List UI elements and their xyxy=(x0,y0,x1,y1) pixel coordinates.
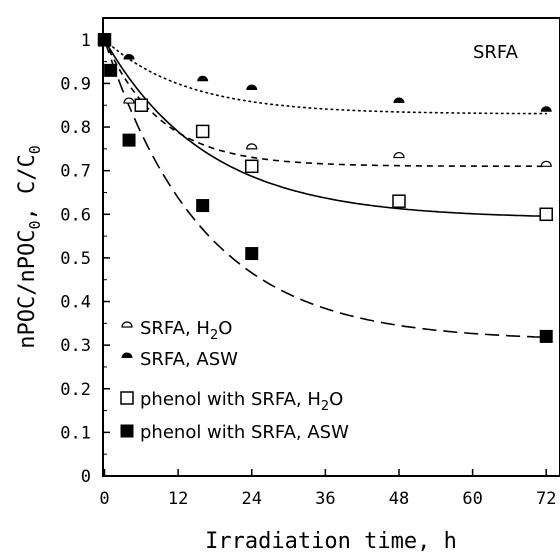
ticks: 0 12 24 36 48 60 7200.10.20.30.40.50.60.70.80.… xyxy=(60,17,556,509)
legend-entry-text: phenol with SRFA, ASW xyxy=(140,422,349,443)
legend-marker xyxy=(120,424,134,438)
legend-entry: SRFA, H2O xyxy=(140,318,232,343)
legend-entry-text: SRFA, ASW xyxy=(140,349,238,370)
legend-entry: phenol with SRFA, ASW xyxy=(140,422,349,443)
y-tick-label: 0.6 xyxy=(60,205,91,225)
y-tick-label: 0.9 xyxy=(60,74,91,94)
data-point xyxy=(540,160,552,167)
y-tick-label: 0.7 xyxy=(60,162,91,182)
data-point xyxy=(393,97,405,104)
chart-annotation: SRFA xyxy=(473,42,519,63)
legend-marker xyxy=(121,321,133,328)
legend-entry-text: SRFA, H xyxy=(140,318,210,339)
legend-entry-text: phenol with SRFA, H xyxy=(140,389,321,410)
data-point xyxy=(244,159,259,174)
data-points xyxy=(97,33,553,343)
y-tick-label: 0.1 xyxy=(60,423,91,443)
x-tick-label: 48 xyxy=(389,489,409,509)
y-tick-label: 0.5 xyxy=(60,249,91,269)
x-tick-label: 60 xyxy=(462,489,482,509)
y-axis-title: nPOC/nPOC0, C/C0 xyxy=(15,145,44,349)
data-point xyxy=(123,97,135,104)
data-point xyxy=(539,329,553,343)
y-tick-label: 0.8 xyxy=(60,118,91,138)
fit-curve-3 xyxy=(103,39,547,218)
fit-curve-4 xyxy=(103,39,547,339)
data-point xyxy=(393,152,405,159)
data-point xyxy=(539,207,553,222)
legend-entry-tail: O xyxy=(218,318,232,339)
legend-marker xyxy=(121,352,133,358)
y-tick-label: 0.4 xyxy=(60,293,91,313)
x-tick-label: 12 xyxy=(168,489,188,509)
fit-curves xyxy=(103,39,547,339)
legend-entry-sub: 2 xyxy=(210,328,218,343)
y-tick-label: 0.3 xyxy=(60,336,91,356)
fit-curve-2 xyxy=(103,39,547,115)
legend-entry-sub: 2 xyxy=(321,399,329,414)
plot-area xyxy=(102,17,560,477)
data-point xyxy=(246,143,258,150)
x-axis-title: Irradiation time, h xyxy=(205,529,457,554)
y-axis-title-sub1: 0 xyxy=(26,221,44,230)
data-point xyxy=(122,133,136,147)
data-point xyxy=(134,98,149,112)
fit-curve-1 xyxy=(103,39,547,168)
data-point xyxy=(540,106,552,112)
data-point xyxy=(392,194,406,208)
legend-marker xyxy=(120,391,134,405)
y-axis-title-sub2: 0 xyxy=(26,145,44,154)
y-tick-label: 0 xyxy=(81,467,91,487)
y-tick-label: 1 xyxy=(81,31,91,51)
y-axis-title-part2: , C/C xyxy=(15,154,40,220)
x-tick-label: 72 xyxy=(536,489,556,509)
data-point xyxy=(98,33,111,47)
data-point xyxy=(197,75,209,82)
data-point xyxy=(195,124,210,139)
y-axis-title-part1: nPOC/nPOC xyxy=(15,230,40,349)
data-point xyxy=(245,247,259,261)
y-tick-label: 0.2 xyxy=(60,380,91,400)
data-point xyxy=(196,199,210,213)
data-point xyxy=(104,63,118,77)
data-point xyxy=(246,84,258,90)
x-tick-label: 0 xyxy=(99,489,109,509)
data-point xyxy=(123,53,135,60)
legend-entry: phenol with SRFA, H2O xyxy=(140,389,343,414)
legend-entry: SRFA, ASW xyxy=(140,349,238,370)
legend-entry-tail: O xyxy=(329,389,343,410)
x-tick-label: 24 xyxy=(242,489,262,509)
x-tick-label: 36 xyxy=(315,489,335,509)
